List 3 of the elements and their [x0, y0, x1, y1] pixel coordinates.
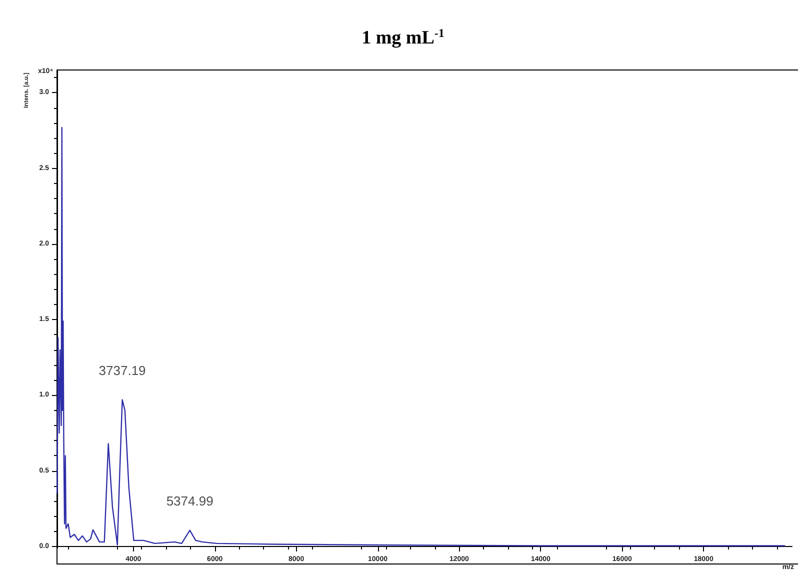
line-series [56, 126, 786, 546]
annotation: 3737.19 [98, 362, 146, 378]
annotation: 5374.99 [166, 493, 214, 508]
